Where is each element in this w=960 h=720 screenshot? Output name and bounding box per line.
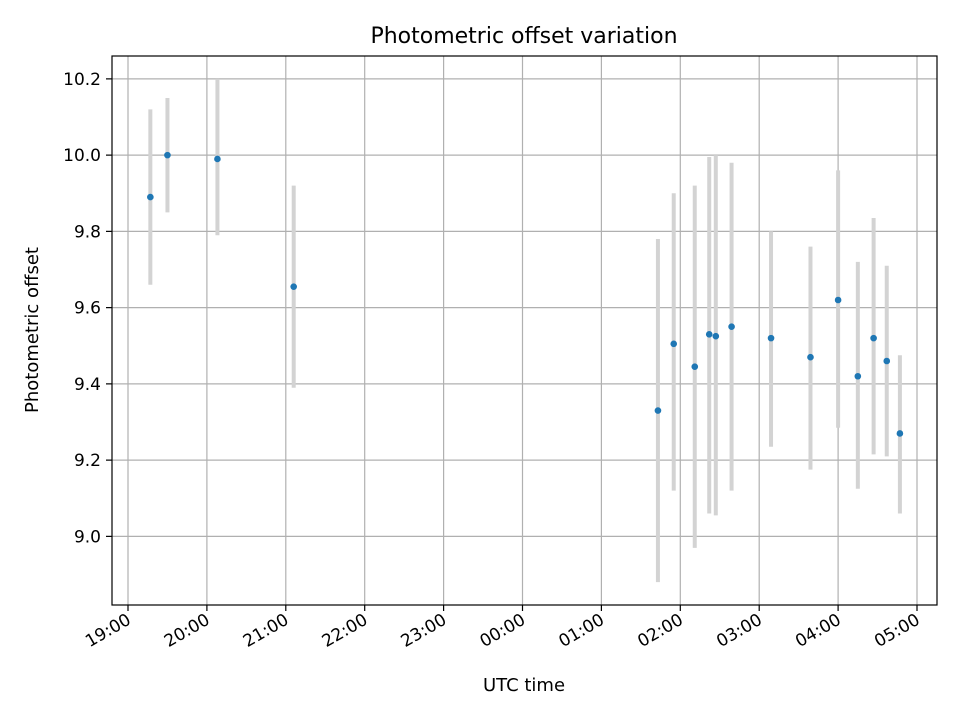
y-tick-label: 10.2 (63, 70, 101, 90)
data-point (834, 296, 842, 304)
data-point (654, 407, 662, 414)
y-axis-label: Photometric offset (22, 247, 43, 413)
x-tick-label: 02:00 (634, 610, 686, 652)
y-tick-label: 9.0 (74, 527, 101, 547)
data-point (807, 353, 814, 361)
y-tick-label: 9.4 (74, 375, 101, 395)
data-point (896, 430, 904, 437)
data-point (164, 151, 171, 159)
y-tick-label: 9.8 (74, 222, 101, 242)
data-point (290, 283, 297, 290)
x-tick-label: 20:00 (161, 610, 213, 652)
error-bars (148, 78, 902, 583)
data-point (670, 340, 678, 348)
data-point (214, 155, 221, 163)
data-point (870, 334, 877, 342)
chart-title: Photometric offset variation (370, 24, 677, 49)
x-tick-label: 04:00 (792, 610, 844, 652)
x-axis-label: UTC time (483, 675, 565, 696)
x-axis-ticks: 19:00 20:00 21:00 22:00 23:00 00:00 01:00 02:00… (82, 605, 924, 652)
data-point (728, 323, 735, 330)
data-point (712, 332, 720, 340)
x-tick-label: 03:00 (713, 610, 765, 652)
x-grid (127, 56, 918, 605)
x-tick-label: 22:00 (319, 610, 371, 652)
x-tick-label: 05:00 (871, 610, 923, 652)
y-axis-ticks: 9.0 9.2 9.4 9.6 9.8 10.0 10.2 (63, 70, 112, 547)
x-tick-label: 19:00 (82, 610, 134, 652)
x-tick-label: 00:00 (477, 610, 529, 652)
data-point (705, 331, 713, 338)
y-tick-label: 9.2 (74, 451, 101, 471)
x-tick-label: 01:00 (555, 610, 607, 652)
data-point (854, 372, 862, 380)
y-grid (112, 78, 937, 537)
y-tick-label: 10.0 (63, 146, 101, 166)
data-points (147, 151, 904, 437)
data-point (147, 193, 154, 201)
data-point (767, 334, 775, 342)
data-point (691, 363, 699, 371)
x-tick-label: 23:00 (398, 610, 450, 652)
data-point (883, 357, 891, 365)
y-tick-label: 9.6 (74, 299, 101, 319)
x-tick-label: 21:00 (240, 610, 292, 652)
plot-frame (111, 55, 938, 606)
